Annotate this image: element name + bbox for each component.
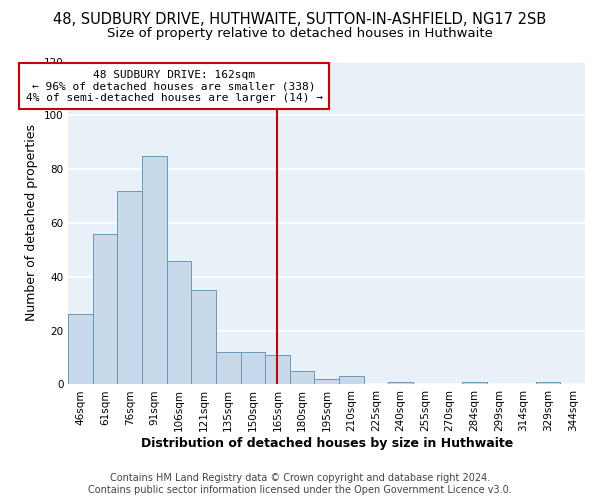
Text: 48 SUDBURY DRIVE: 162sqm
← 96% of detached houses are smaller (338)
4% of semi-d: 48 SUDBURY DRIVE: 162sqm ← 96% of detach… xyxy=(26,70,323,103)
Y-axis label: Number of detached properties: Number of detached properties xyxy=(25,124,38,322)
Bar xyxy=(167,260,191,384)
Bar xyxy=(118,190,142,384)
Bar xyxy=(216,352,241,384)
Text: 48, SUDBURY DRIVE, HUTHWAITE, SUTTON-IN-ASHFIELD, NG17 2SB: 48, SUDBURY DRIVE, HUTHWAITE, SUTTON-IN-… xyxy=(53,12,547,28)
Text: Size of property relative to detached houses in Huthwaite: Size of property relative to detached ho… xyxy=(107,28,493,40)
Text: Contains HM Land Registry data © Crown copyright and database right 2024.
Contai: Contains HM Land Registry data © Crown c… xyxy=(88,474,512,495)
Bar xyxy=(191,290,216,384)
Bar xyxy=(68,314,93,384)
Bar xyxy=(388,382,413,384)
X-axis label: Distribution of detached houses by size in Huthwaite: Distribution of detached houses by size … xyxy=(140,437,513,450)
Bar xyxy=(265,355,290,384)
Bar xyxy=(241,352,265,384)
Bar xyxy=(536,382,560,384)
Bar xyxy=(290,371,314,384)
Bar xyxy=(462,382,487,384)
Bar xyxy=(142,156,167,384)
Bar xyxy=(93,234,118,384)
Bar xyxy=(314,379,339,384)
Bar xyxy=(339,376,364,384)
